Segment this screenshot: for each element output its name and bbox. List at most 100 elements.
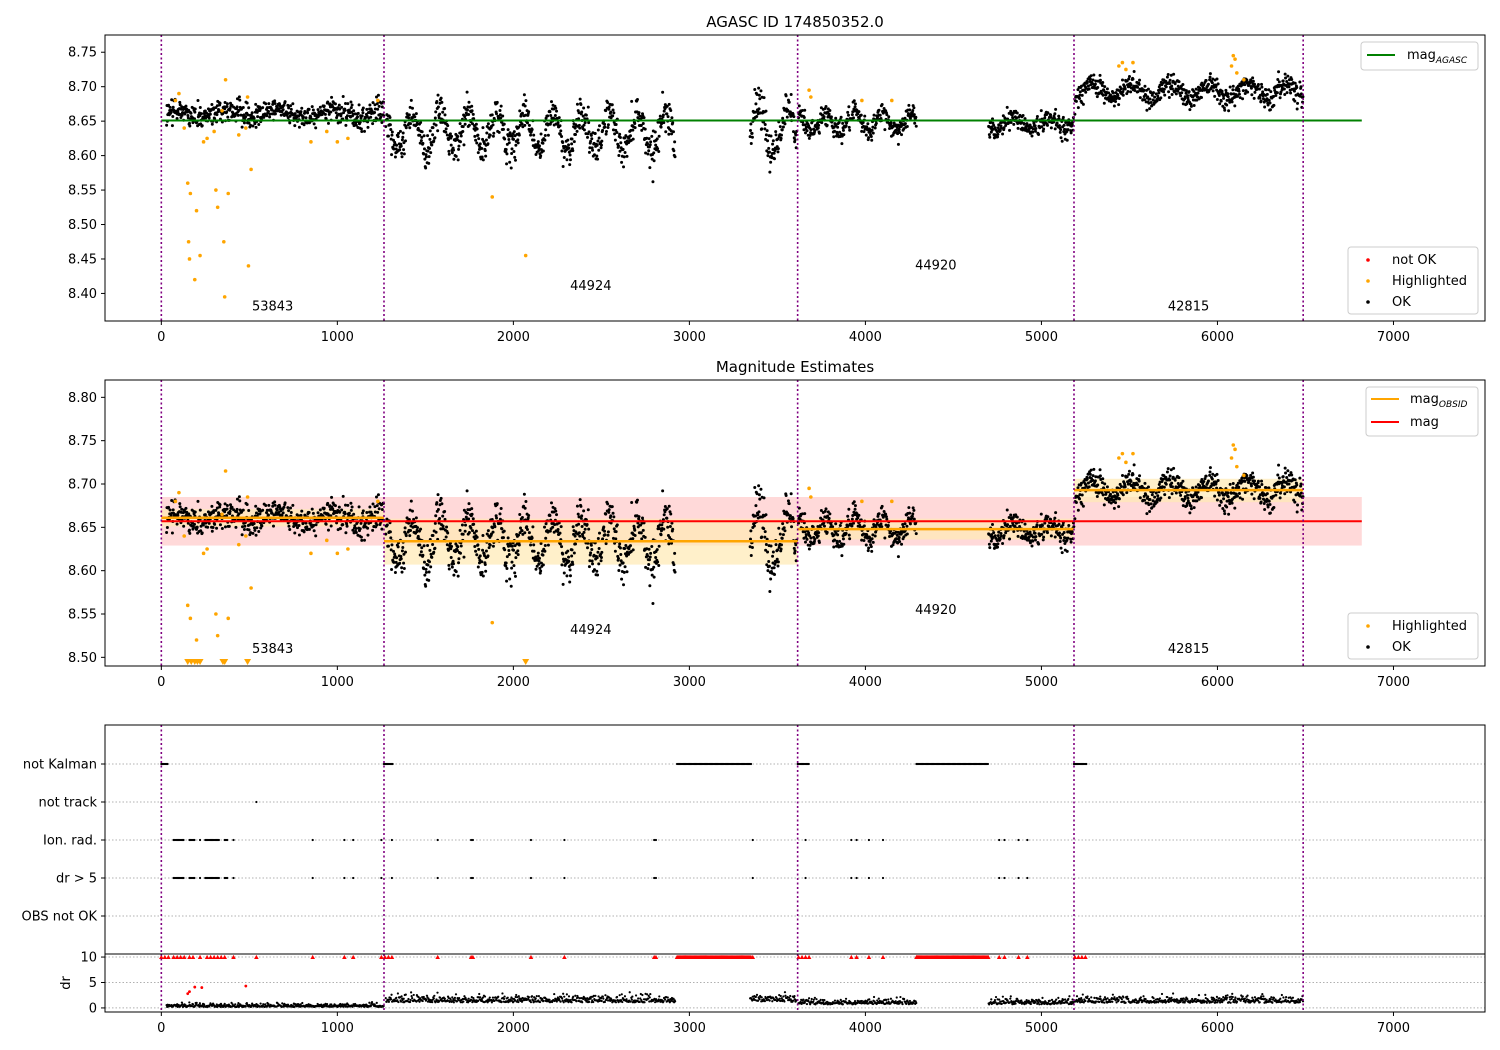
ok-point: [766, 550, 770, 554]
ok-point: [575, 504, 579, 508]
ok-point: [582, 106, 586, 110]
ok-point: [561, 140, 565, 144]
ok-point: [390, 567, 394, 571]
ok-point: [303, 110, 307, 114]
ok-point: [1148, 107, 1152, 111]
ok-point: [517, 543, 521, 547]
ok-point: [237, 95, 241, 99]
ok-point: [577, 123, 581, 127]
ok-point: [595, 143, 599, 147]
ok-point: [606, 100, 610, 104]
ok-point: [853, 504, 857, 508]
ok-point: [1196, 91, 1200, 95]
ok-point: [778, 125, 782, 129]
ok-point: [613, 138, 617, 142]
ok-point: [570, 142, 574, 146]
ok-point: [476, 151, 480, 155]
ok-point: [299, 110, 303, 114]
ok-point: [1186, 496, 1190, 500]
ok-point: [356, 115, 360, 119]
ok-point: [323, 112, 327, 116]
ok-point: [1020, 120, 1024, 124]
ok-point: [834, 116, 838, 120]
ok-point: [400, 151, 404, 155]
ok-point: [1187, 90, 1191, 94]
highlighted-point: [188, 191, 193, 196]
ok-point: [593, 131, 597, 135]
ok-point: [1066, 536, 1070, 540]
ok-point: [513, 155, 517, 159]
highlighted-point: [245, 95, 250, 99]
ok-point: [410, 509, 414, 513]
ok-point: [898, 540, 902, 544]
ok-point: [389, 128, 393, 132]
ok-point: [880, 102, 884, 106]
ok-point: [791, 517, 795, 521]
ok-point: [495, 100, 499, 104]
ok-point: [1252, 96, 1256, 100]
ok-point: [624, 134, 628, 138]
ok-point: [537, 149, 541, 153]
ok-point: [523, 506, 527, 510]
highlighted-point: [335, 140, 340, 144]
ok-point: [376, 510, 380, 514]
ok-point: [497, 130, 501, 134]
ok-point: [503, 137, 507, 141]
ok-point: [1089, 468, 1093, 472]
ok-point: [302, 530, 306, 534]
ok-point: [870, 128, 874, 132]
ok-point: [764, 513, 768, 517]
ok-point: [615, 130, 619, 134]
ok-point: [671, 121, 675, 125]
ok-point: [349, 106, 353, 110]
highlighted-point: [809, 95, 813, 99]
legend-highlighted-marker: [1366, 279, 1370, 283]
ok-point: [606, 123, 610, 127]
ok-point: [568, 580, 572, 584]
ok-point: [669, 129, 673, 133]
ok-point: [1176, 89, 1180, 93]
ok-point: [366, 125, 370, 129]
legend-ok-label: OK: [1392, 295, 1411, 310]
ok-point: [912, 106, 916, 110]
ok-point: [379, 115, 383, 119]
ok-point: [226, 115, 230, 119]
ok-point: [341, 523, 345, 527]
ok-point: [514, 556, 518, 560]
ok-point: [1023, 117, 1027, 121]
panel1-title: AGASC ID 174850352.0: [706, 13, 884, 31]
ok-point: [633, 121, 637, 125]
ok-point: [329, 524, 333, 528]
ok-point: [539, 542, 543, 546]
ok-point: [459, 544, 463, 548]
ok-point: [362, 129, 366, 133]
ok-point: [1092, 73, 1096, 77]
ok-point: [1074, 99, 1078, 103]
ok-point: [807, 136, 811, 140]
ok-point: [1143, 98, 1147, 102]
ok-point: [590, 146, 594, 150]
ok-point: [467, 123, 471, 127]
ok-point: [646, 152, 650, 156]
ok-point: [338, 107, 342, 111]
ok-point: [907, 506, 911, 510]
legend-not-ok-marker: [1366, 258, 1370, 262]
ok-point: [507, 548, 511, 552]
ok-point: [501, 127, 505, 131]
ok-point: [546, 114, 550, 118]
ok-point: [485, 131, 489, 135]
ok-point: [347, 108, 351, 112]
ok-point: [461, 125, 465, 129]
ok-point: [491, 134, 495, 138]
ok-point: [350, 103, 354, 107]
ok-point: [288, 121, 292, 125]
ok-point: [1121, 493, 1125, 497]
ok-point: [667, 132, 671, 136]
ok-point: [1033, 538, 1037, 542]
ok-point: [1136, 90, 1140, 94]
ok-point: [1217, 493, 1221, 497]
ok-point: [454, 154, 458, 158]
ok-point: [273, 99, 277, 103]
ok-point: [595, 556, 599, 560]
ok-point: [640, 516, 644, 520]
